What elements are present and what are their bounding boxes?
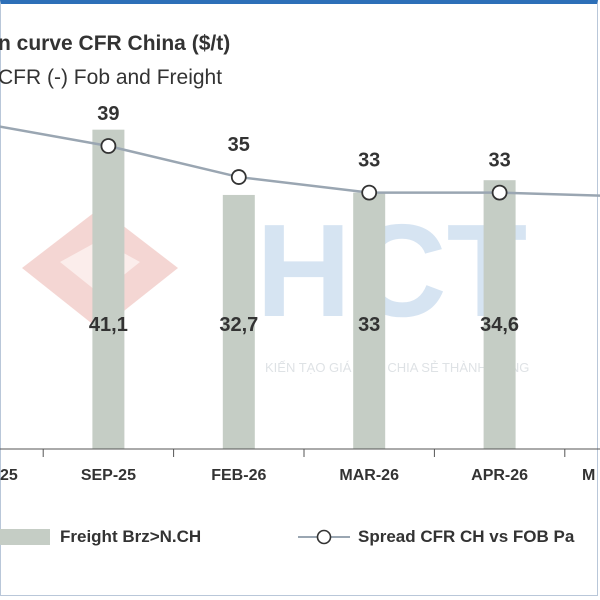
x-tick-label: MAR-26 [339, 467, 399, 484]
spread-point [100, 138, 117, 154]
bar-value-label: 32,7 [219, 314, 258, 336]
bar-value-label: 34,6 [480, 314, 519, 336]
line-value-label: 39 [97, 103, 119, 125]
line-value-label: 35 [228, 134, 250, 156]
x-tick-label: SEP-25 [81, 467, 136, 484]
chart-title: n curve CFR China ($/t) [0, 32, 231, 55]
bar-mar-26 [353, 192, 386, 449]
watermark-logo: HCT KIẾN TẠO GIÁ TRỊ - CHIA SẺ THÀNH CÔN… [22, 197, 529, 375]
spread-point [230, 169, 247, 185]
legend-swatch-line [298, 529, 350, 545]
watermark-tagline: KIẾN TẠO GIÁ TRỊ - CHIA SẺ THÀNH CÔNG [265, 360, 529, 375]
watermark-text: HCT [256, 197, 527, 344]
line-value-label: 33 [358, 150, 380, 172]
bar-apr-26 [483, 180, 516, 449]
spread-point [361, 184, 378, 201]
legend-label-bar: Freight Brz>N.CH [60, 527, 202, 546]
spread-point [491, 184, 508, 201]
line-value-label: 33 [488, 150, 510, 172]
spread-line [0, 125, 600, 197]
legend-swatch-bar [0, 529, 50, 545]
chart-subtitle: CFR (-) Fob and Freight [0, 66, 223, 89]
bar-value-label: 41,1 [89, 314, 128, 336]
x-tick-label: FEB-26 [211, 467, 266, 484]
x-tick-label: APR-26 [471, 467, 528, 484]
legend-label-line: Spread CFR CH vs FOB Pa [358, 527, 575, 546]
x-tick-label: 25 [0, 467, 18, 484]
bar-sep-25 [92, 129, 125, 449]
x-tick-label: M [582, 467, 595, 484]
legend-item-bar: Freight Brz>N.CH [0, 524, 201, 550]
bar-feb-26 [222, 194, 255, 449]
legend-item-line: Spread CFR CH vs FOB Pa [298, 524, 574, 550]
bar-value-label: 33 [358, 314, 380, 336]
